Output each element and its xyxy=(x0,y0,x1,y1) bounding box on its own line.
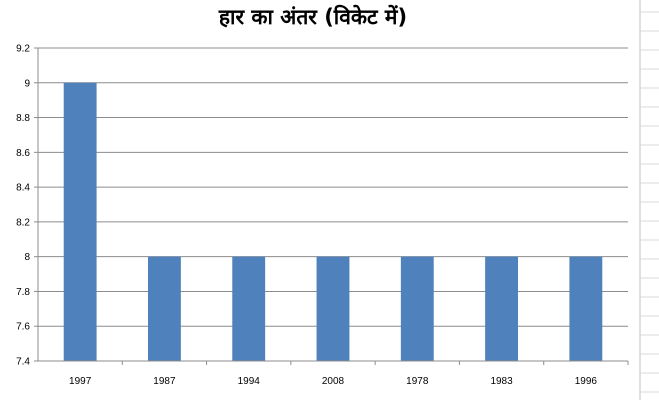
y-tick-label: 8.8 xyxy=(16,113,30,124)
y-tick-label: 7.6 xyxy=(16,322,30,333)
axes xyxy=(37,48,629,365)
bar-1996 xyxy=(569,256,603,361)
worksheet-gridlines xyxy=(639,0,659,400)
x-tick-label: 2008 xyxy=(322,376,345,387)
bar-1994 xyxy=(232,256,266,361)
y-tick-label: 8 xyxy=(24,252,30,263)
y-tick-labels: 7.4 7.6 7.8 8 8.2 8.4 8.6 8.8 9 9.2 xyxy=(16,44,30,368)
x-tick-labels: 1997 1987 1994 2008 1978 1983 1996 xyxy=(69,376,597,387)
x-tick-label: 1987 xyxy=(153,376,176,387)
bar-1987 xyxy=(147,256,181,361)
y-tick-label: 8.6 xyxy=(16,148,30,159)
y-tick-label: 9.2 xyxy=(16,44,30,55)
chart-title: हार का अंतर (विकेट में) xyxy=(218,4,407,29)
x-tick-label: 1978 xyxy=(406,376,429,387)
bar-series xyxy=(63,82,603,362)
x-tick-label: 1997 xyxy=(69,376,92,387)
y-tick-label: 7.4 xyxy=(16,357,30,368)
x-tick-label: 1983 xyxy=(490,376,513,387)
bar-1983 xyxy=(485,256,519,361)
y-tick-label: 8.2 xyxy=(16,217,30,228)
y-tick-label: 9 xyxy=(24,78,30,89)
y-tick-label: 7.8 xyxy=(16,287,30,298)
bar-1978 xyxy=(400,256,434,361)
bar-2008 xyxy=(316,256,350,361)
bar-1997 xyxy=(63,82,97,362)
x-tick-label: 1994 xyxy=(238,376,261,387)
x-tick-label: 1996 xyxy=(575,376,598,387)
y-tick-label: 8.4 xyxy=(16,183,30,194)
